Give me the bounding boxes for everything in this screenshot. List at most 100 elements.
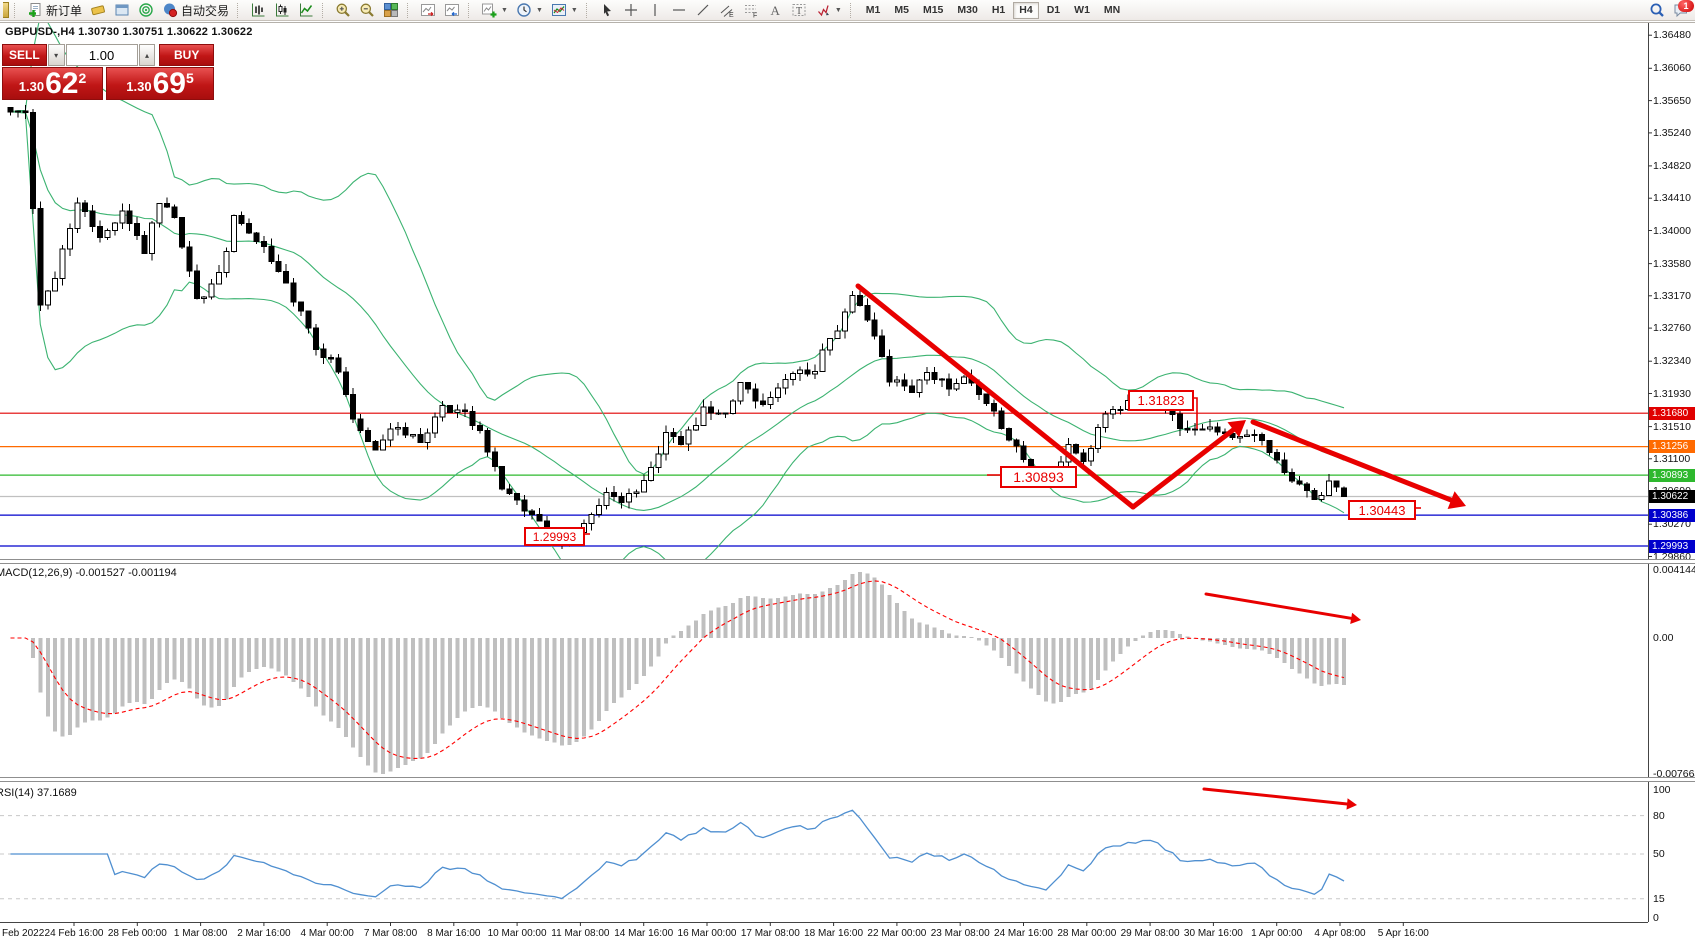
time-axis-label: 18 Mar 16:00 (804, 928, 864, 939)
volume-increase-button[interactable] (138, 44, 156, 66)
pane-separator-macd[interactable] (0, 559, 1695, 564)
new-order-icon (29, 3, 41, 17)
timeframe-button-d1[interactable]: D1 (1041, 2, 1066, 19)
vertical-line-icon[interactable] (644, 1, 666, 20)
search-icon[interactable] (1646, 1, 1668, 20)
candlestick-chart-icon[interactable] (271, 1, 293, 20)
tile-windows-icon[interactable] (380, 1, 402, 20)
price-axis-label: 1.31510 (1653, 420, 1691, 433)
chart-shift-icon (445, 4, 460, 17)
fibonacci-icon[interactable]: F (740, 1, 762, 20)
trendline-icon[interactable] (692, 1, 714, 20)
price-axis-label: 1.35650 (1653, 94, 1691, 107)
volume-decrease-button[interactable] (47, 44, 65, 66)
price-axis-label: 1.36480 (1653, 29, 1691, 42)
new-order-icon[interactable]: 新订单 (24, 1, 85, 20)
trendline-icon (697, 4, 709, 16)
time-axis-label: 4 Apr 08:00 (1314, 928, 1366, 939)
time-axis-label: 8 Mar 16:00 (427, 928, 481, 939)
pane-separator-rsi[interactable] (0, 777, 1695, 782)
vertical-line-icon (654, 4, 656, 16)
text-icon[interactable]: A (764, 1, 786, 20)
price-annotation-label[interactable]: 1.29993 (524, 527, 585, 546)
rsi-pane[interactable] (0, 787, 1648, 900)
cursor-icon[interactable] (596, 1, 618, 20)
equidistant-channel-icon[interactable]: E (716, 1, 738, 20)
templates-icon[interactable]: ▼ (548, 1, 581, 20)
terminal-window-icon[interactable] (111, 1, 133, 20)
timeframe-button-m30[interactable]: M30 (951, 2, 983, 19)
rsi-label: RSI(14) 37.1689 (0, 787, 77, 799)
time-axis-label: 17 Mar 08:00 (740, 928, 800, 939)
main-price-pane[interactable] (0, 15, 1648, 580)
candlestick-chart-icon (276, 3, 289, 17)
buy-button[interactable]: BUY (159, 44, 214, 66)
horizontal-line-icon (672, 9, 685, 11)
chat-icon-wrap: 1 (1673, 0, 1694, 18)
timeframe-button-m5[interactable]: M5 (888, 2, 915, 19)
time-axis-label: 11 Mar 08:00 (551, 928, 610, 939)
timeframe-button-h1[interactable]: H1 (986, 2, 1011, 19)
bar-chart-icon[interactable] (247, 1, 269, 20)
sell-price-main: 62 (45, 67, 79, 100)
new-chart-icon[interactable]: ▼ (478, 1, 511, 20)
autotrading-icon[interactable]: 自动交易 (159, 1, 232, 20)
zoom-in-icon[interactable] (332, 1, 354, 20)
svg-text:T: T (796, 6, 802, 17)
line-chart-icon[interactable] (295, 1, 317, 20)
price-annotation-label[interactable]: 1.31823 (1128, 390, 1194, 411)
signals-icon[interactable] (135, 1, 157, 20)
dropdown-arrow-icon: ▼ (834, 6, 842, 14)
toolbar: 新订单 自动交易 ▼ ▼ ▼ E F A T ▼ M1 M5 M15 M30 H1 H4 D1 W1 MN 1 (0, 0, 1695, 21)
crosshair-icon (624, 4, 637, 16)
chart-shift-icon[interactable] (441, 1, 463, 20)
horizontal-line-icon[interactable] (668, 1, 690, 20)
sell-button[interactable]: SELL (2, 44, 47, 66)
sell-price-display[interactable]: 1.30 62 2 (2, 67, 103, 100)
macd-histogram (15, 572, 1346, 774)
timeframe-button-m1[interactable]: M1 (860, 2, 887, 19)
price-axis-label: 1.31930 (1653, 387, 1691, 400)
price-axis-label: 1.35240 (1653, 126, 1691, 139)
zoom-out-icon[interactable] (356, 1, 378, 20)
notification-badge: 1 (1678, 0, 1694, 12)
timeframe-button-h4[interactable]: H4 (1013, 1, 1039, 19)
cursor-icon (603, 4, 611, 17)
rsi-axis-label: 15 (1653, 892, 1665, 905)
time-axis-label: 24 Mar 16:00 (994, 928, 1053, 939)
toolbar-separator (585, 2, 591, 18)
macd-pane[interactable] (10, 572, 1362, 774)
time-axis-label: 1 Mar 08:00 (173, 928, 228, 939)
time-axis-label: 2 Mar 16:00 (237, 928, 291, 939)
terminal-window-icon (115, 4, 129, 16)
price-annotation-label[interactable]: 1.30443 (1348, 500, 1416, 520)
funds-icon[interactable] (87, 1, 109, 20)
text-label-icon[interactable]: T (788, 1, 810, 20)
crosshair-icon[interactable] (620, 1, 642, 20)
price-axis-label: 1.33580 (1653, 257, 1691, 270)
arrows-icon[interactable]: ▼ (812, 1, 845, 20)
dropdown-arrow-icon: ▼ (570, 6, 578, 14)
volume-input[interactable] (65, 44, 138, 66)
text-icon: A (770, 3, 780, 18)
timeframe-button-w1[interactable]: W1 (1068, 2, 1096, 19)
toolbar-button-label: 新订单 (46, 3, 83, 18)
timeframe-button-m15[interactable]: M15 (917, 2, 949, 19)
templates-icon (551, 4, 566, 16)
price-badge: 1.31256 (1649, 440, 1695, 454)
macd-axis-label: 0.00 (1653, 632, 1674, 644)
time-axis-label: 1 Apr 00:00 (1251, 928, 1303, 939)
auto-scroll-icon[interactable] (417, 1, 439, 20)
dropdown-arrow-icon: ▼ (501, 6, 508, 14)
timeframe-button-mn[interactable]: MN (1098, 2, 1126, 19)
periods-icon[interactable]: ▼ (513, 1, 546, 20)
funds-icon (91, 5, 105, 16)
buy-price-display[interactable]: 1.30 69 5 (106, 67, 214, 100)
svg-text:F: F (753, 13, 757, 19)
price-annotation-label[interactable]: 1.30893 (1000, 466, 1077, 488)
toolbar-separator (322, 2, 327, 18)
chat-icon[interactable]: 1 (1670, 0, 1694, 20)
